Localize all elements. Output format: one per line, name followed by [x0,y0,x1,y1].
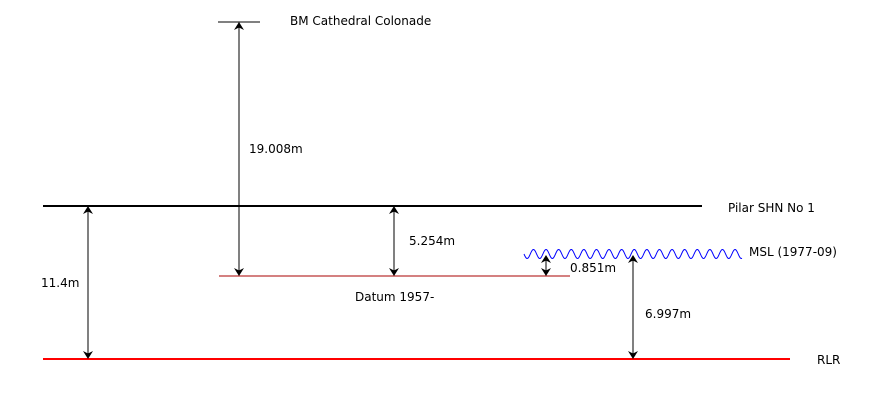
measurement-pilar-to-datum: 5.254m [409,234,455,248]
measurement-bm-to-datum: 19.008m [249,142,303,156]
measurement-msl-to-rlr: 6.997m [645,307,691,321]
rlr-label: RLR [817,353,840,367]
measurement-pilar-to-rlr: 11.4m [41,276,79,290]
measurement-datum-to-msl: 0.851m [570,261,616,275]
msl-label: MSL (1977-09) [749,245,837,259]
msl-wave-line [523,248,743,260]
datum-label: Datum 1957- [355,290,434,304]
pilar-label: Pilar SHN No 1 [728,201,815,215]
bm-label: BM Cathedral Colonade [290,14,431,28]
